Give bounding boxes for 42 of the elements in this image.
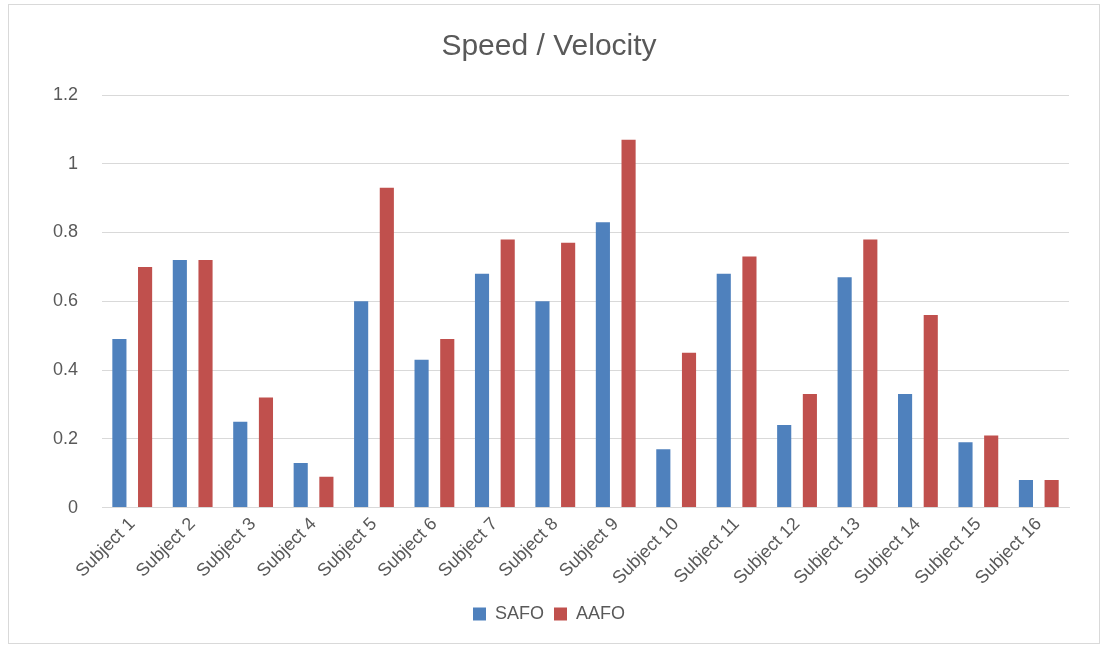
bar (802, 394, 817, 508)
y-tick-label: 0.8 (52, 221, 79, 242)
bar (716, 273, 731, 508)
y-tick-label: 0.6 (52, 290, 79, 311)
y-tick-label: 0 (68, 496, 79, 517)
bar (500, 239, 515, 508)
bar (233, 421, 248, 508)
bar (656, 449, 671, 508)
bar (742, 256, 757, 508)
bar (595, 222, 610, 508)
bar (535, 301, 550, 508)
bar (898, 394, 913, 508)
bar (958, 442, 973, 508)
bar (293, 462, 308, 508)
bar (198, 260, 213, 508)
bar (863, 239, 878, 508)
bar (777, 425, 792, 508)
bar (138, 266, 153, 508)
legend-label: AAFO (576, 602, 626, 623)
y-tick-label: 0.4 (52, 359, 79, 380)
bar (561, 242, 576, 508)
bar (414, 359, 429, 508)
bar (1044, 480, 1059, 508)
bar (258, 397, 274, 508)
bar (681, 352, 697, 508)
y-tick-label: 0.2 (52, 427, 79, 448)
bar (172, 260, 187, 508)
bar (1018, 480, 1033, 508)
bar (923, 315, 938, 508)
y-tick-label: 1.2 (52, 83, 79, 104)
bar (621, 139, 636, 508)
bar (837, 277, 852, 508)
chart-title: Speed / Velocity (441, 28, 657, 62)
legend-label: SAFO (494, 602, 545, 623)
bar (319, 476, 334, 508)
bar (984, 435, 999, 508)
bar (379, 187, 394, 508)
bar (440, 339, 455, 508)
bar (354, 301, 369, 508)
y-tick-label: 1 (68, 152, 79, 173)
bar (474, 273, 490, 508)
bar (112, 339, 127, 508)
